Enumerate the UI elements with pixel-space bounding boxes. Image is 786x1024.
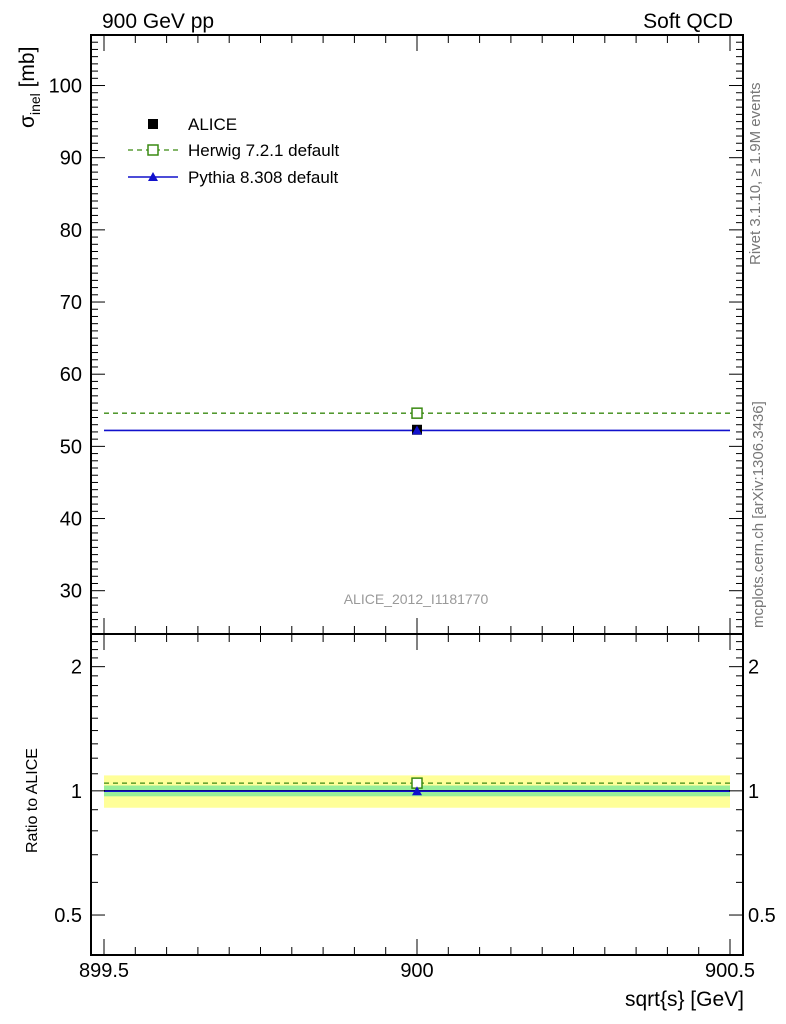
legend-marker-pythia [148,172,158,181]
side-text-bottom: mcplots.cern.ch [arXiv:1306.3436] [750,401,767,628]
y-tick-label: 100 [49,76,82,98]
y-tick-label: 50 [60,436,82,458]
side-text-top: Rivet 3.1.10, ≥ 1.9M events [747,83,764,266]
ratio-y-tick-label-right: 1 [748,781,759,803]
header-right: Soft QCD [643,10,733,33]
pythia-data-point [412,425,422,435]
ratio-plot: 0.5 0.5 1 1 2 2 899.5 900 900.5 [54,633,776,982]
x-tick-label: 900.5 [705,960,755,982]
y-tick-label: 60 [60,364,82,386]
legend-marker-herwig [147,144,159,156]
y-tick-label: 70 [60,292,82,314]
ratio-y-tick-label-right: 0.5 [748,905,776,927]
y-tick-label: 90 [60,148,82,170]
legend-label-alice: ALICE [188,115,237,134]
legend-label-herwig: Herwig 7.2.1 default [188,141,339,160]
legend-label-pythia: Pythia 8.308 default [188,168,339,187]
main-plot: 30 40 50 60 70 80 90 100 ALICE Herwig 7.2.1 defau… [49,34,744,635]
header-left: 900 GeV pp [102,10,214,33]
x-tick-label: 899.5 [79,960,129,982]
ratio-y-tick-label-left: 0.5 [54,905,82,927]
ratio-y-tick-label-left: 2 [71,657,82,679]
legend: ALICE Herwig 7.2.1 default Pythia 8.308 de… [128,115,339,187]
herwig-data-point [411,407,423,419]
y-axis-label-ratio: Ratio to ALICE [24,748,41,853]
pythia-ratio-point [412,786,422,796]
x-axis-label: sqrt{s} [GeV] [625,988,744,1011]
watermark: ALICE_2012_I1181770 [344,591,489,607]
y-tick-label: 30 [60,581,82,603]
legend-marker-alice [148,119,158,129]
y-axis-label-main: σinel [mb] [16,47,43,128]
ratio-y-tick-label-left: 1 [71,781,82,803]
y-tick-label: 80 [60,220,82,242]
y-tick-label: 40 [60,509,82,531]
x-tick-label: 900 [400,960,433,982]
ratio-y-tick-label-right: 2 [748,657,759,679]
